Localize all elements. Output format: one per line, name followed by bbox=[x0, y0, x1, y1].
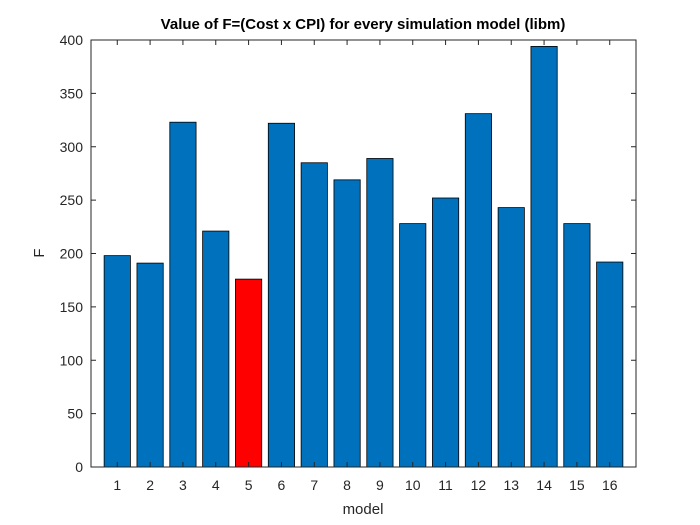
x-tick-label-11: 11 bbox=[438, 477, 453, 493]
bar-model-11 bbox=[432, 197, 460, 468]
y-tick-label-150: 150 bbox=[60, 299, 84, 315]
x-tick-label-13: 13 bbox=[503, 477, 519, 493]
bar-model-14 bbox=[530, 46, 558, 468]
bar-model-1 bbox=[103, 255, 131, 468]
x-tick-label-2: 2 bbox=[146, 477, 154, 493]
x-tick-label-1: 1 bbox=[113, 477, 121, 493]
y-tick-label-350: 350 bbox=[60, 85, 84, 101]
y-tick-label-100: 100 bbox=[60, 352, 84, 368]
y-axis-label: F bbox=[31, 248, 48, 257]
bar-model-3 bbox=[169, 121, 197, 468]
x-tick-label-16: 16 bbox=[602, 477, 618, 493]
bar-model-10 bbox=[399, 223, 427, 468]
x-tick-label-4: 4 bbox=[212, 477, 220, 493]
x-tick-label-5: 5 bbox=[245, 477, 253, 493]
x-tick-label-9: 9 bbox=[376, 477, 384, 493]
bar-model-2 bbox=[136, 262, 164, 468]
y-tick-label-0: 0 bbox=[75, 459, 83, 475]
bar-model-9 bbox=[366, 158, 394, 468]
bars-group bbox=[103, 46, 624, 468]
bar-model-12 bbox=[464, 113, 492, 468]
bar-model-5 bbox=[235, 278, 263, 468]
x-tick-label-15: 15 bbox=[569, 477, 585, 493]
y-tick-label-300: 300 bbox=[60, 139, 84, 155]
y-tick-label-250: 250 bbox=[60, 192, 84, 208]
x-tick-label-7: 7 bbox=[310, 477, 318, 493]
x-tick-label-8: 8 bbox=[343, 477, 351, 493]
x-axis-label: model bbox=[343, 501, 384, 518]
x-tick-label-14: 14 bbox=[536, 477, 552, 493]
y-tick-label-400: 400 bbox=[60, 32, 84, 48]
chart-title: Value of F=(Cost x CPI) for every simula… bbox=[161, 16, 566, 33]
bar-model-4 bbox=[202, 230, 230, 468]
bar-model-6 bbox=[267, 122, 295, 468]
x-tick-label-12: 12 bbox=[471, 477, 487, 493]
x-tick-label-6: 6 bbox=[278, 477, 286, 493]
bar-model-16 bbox=[596, 261, 624, 468]
y-tick-label-200: 200 bbox=[60, 246, 84, 262]
x-tick-label-3: 3 bbox=[179, 477, 187, 493]
bar-model-7 bbox=[300, 162, 328, 468]
bar-model-8 bbox=[333, 179, 361, 468]
ticks-group: 1 2 3 4 5 6 7 8 9 10 11 12 13 14 15 1605010015020025030… bbox=[60, 32, 636, 493]
x-tick-label-10: 10 bbox=[405, 477, 421, 493]
y-tick-label-50: 50 bbox=[67, 406, 83, 422]
bar-model-13 bbox=[497, 207, 525, 468]
bar-model-15 bbox=[563, 223, 591, 468]
